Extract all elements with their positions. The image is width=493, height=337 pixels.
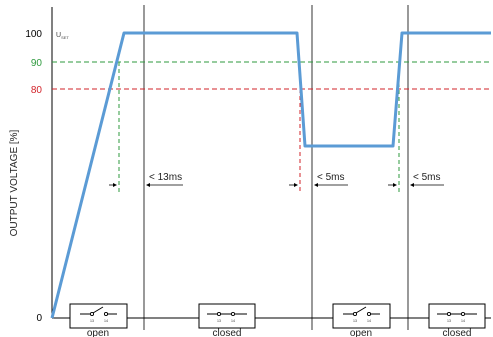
svg-text:13: 13	[353, 319, 357, 323]
switch-state-label: closed	[213, 328, 242, 337]
svg-text:14: 14	[367, 319, 371, 323]
svg-text:13: 13	[90, 319, 94, 323]
open-switch-icon	[343, 306, 380, 317]
y-tick-0: 0	[36, 313, 42, 324]
svg-text:14: 14	[104, 319, 108, 323]
timing-label-5ms-a: < 5ms	[317, 172, 345, 183]
open-switch-icon	[80, 306, 117, 317]
switch-closed-2: 13 14 closed	[428, 303, 486, 337]
timing-label-13ms: < 13ms	[149, 172, 182, 183]
svg-text:13: 13	[447, 319, 451, 323]
y-axis-label: OUTPUT VOLTAGE [%]	[9, 129, 20, 236]
output-voltage-curve	[50, 31, 491, 319]
timing-interval-2: < 5ms	[289, 172, 348, 187]
timing-interval-1: < 13ms	[109, 172, 183, 187]
svg-text:14: 14	[231, 319, 235, 323]
switch-state-label: closed	[443, 328, 472, 337]
timing-label-5ms-b: < 5ms	[413, 172, 441, 183]
closed-switch-icon	[437, 311, 477, 317]
y-tick-80: 80	[31, 85, 43, 96]
uset-label: USET	[56, 32, 69, 40]
switch-open-1: 13 14 open	[69, 303, 128, 337]
svg-text:13: 13	[217, 319, 221, 323]
y-tick-90: 90	[31, 58, 43, 69]
switch-closed-1: 13 14 closed	[198, 303, 256, 337]
y-tick-100: 100	[25, 29, 42, 40]
timing-interval-3: < 5ms	[388, 172, 444, 187]
switch-state-label: open	[87, 328, 109, 337]
closed-switch-icon	[207, 311, 247, 317]
switch-open-2: 13 14 open	[332, 303, 391, 337]
svg-text:14: 14	[461, 319, 465, 323]
switch-state-label: open	[350, 328, 372, 337]
